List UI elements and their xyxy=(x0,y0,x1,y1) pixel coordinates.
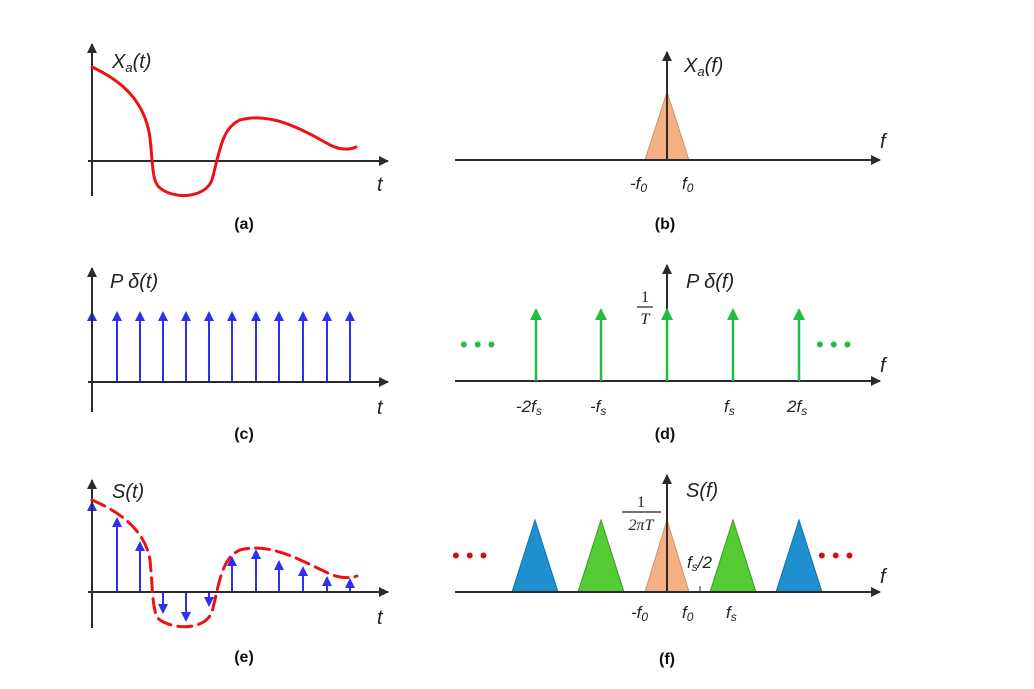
panel-a-y-label: Xa(t) xyxy=(111,51,151,75)
panel-d-caption: (d) xyxy=(655,426,675,443)
panel-d-y-label: P δ(f) xyxy=(686,271,734,293)
panel-b-y-label: Xa(f) xyxy=(683,55,723,79)
panel-e-envelope-curve xyxy=(90,498,359,629)
panel-f-amplitude-fraction: 1 2πT xyxy=(622,494,661,534)
panel-d-tick-label: 2fs xyxy=(786,397,807,418)
panel-e-x-label: t xyxy=(377,607,384,629)
panel-f-tick-neg-f0: -f0 xyxy=(631,603,648,624)
panel-f-dots-left: • • • xyxy=(452,543,487,568)
panel-b-caption: (b) xyxy=(655,216,675,233)
panel-d-tick-label: fs xyxy=(724,397,735,418)
panel-f: • • • • • • 1 2πT S(f) f fs/2 -f0 f0 fs … xyxy=(452,474,888,668)
panel-f-replica-blue-left xyxy=(511,518,559,593)
panel-d-dots-left: • • • xyxy=(460,332,495,357)
panel-a-x-label: t xyxy=(377,174,384,196)
panel-e-caption: (e) xyxy=(234,649,254,666)
panel-f-tick-pos-f0: f0 xyxy=(682,603,694,624)
panel-b-tick-neg-f0: -f0 xyxy=(630,174,647,195)
panel-f-caption: (f) xyxy=(659,651,675,668)
svg-text:2πT: 2πT xyxy=(629,517,655,534)
panel-f-replica-green-right xyxy=(709,518,757,593)
panel-a-caption: (a) xyxy=(234,216,254,233)
panel-f-dots-right: • • • xyxy=(818,543,853,568)
panel-b-x-label: f xyxy=(880,131,888,153)
panel-d-x-label: f xyxy=(880,355,888,377)
panel-c-y-label: P δ(t) xyxy=(110,271,158,293)
panel-f-half-fs-label: fs/2 xyxy=(687,553,712,574)
panel-c-impulse-train xyxy=(87,311,355,382)
panel-e-sampled-impulses xyxy=(87,501,355,622)
panel-f-replica-blue-right xyxy=(775,518,823,593)
panel-e-y-label: S(t) xyxy=(112,481,144,503)
svg-text:1: 1 xyxy=(641,289,649,306)
panel-e: S(t) t (e) xyxy=(87,479,389,666)
panel-d-comb-impulses xyxy=(530,308,805,381)
panel-d-dots-right: • • • xyxy=(816,332,851,357)
panel-d-tick-labels: -2fs -fs fs 2fs xyxy=(516,397,807,418)
panel-a-signal-curve xyxy=(90,65,358,198)
panel-f-tick-fs: fs xyxy=(726,603,737,624)
svg-text:1: 1 xyxy=(637,494,645,511)
panel-d-tick-label: -fs xyxy=(590,397,606,418)
panel-f-replica-green-left xyxy=(577,518,625,593)
panel-d-amplitude-fraction: 1 T xyxy=(637,289,653,328)
panel-f-x-label: f xyxy=(880,566,888,588)
panel-c-x-label: t xyxy=(377,397,384,419)
panel-d-tick-label: -2fs xyxy=(516,397,542,418)
panel-b-tick-pos-f0: f0 xyxy=(682,174,694,195)
panel-f-y-label: S(f) xyxy=(686,480,718,502)
panel-d: • • • • • • 1 T P δ(f) f -2fs -fs fs 2fs (d… xyxy=(455,264,888,443)
panel-c: P δ(t) t (c) xyxy=(87,267,389,443)
panel-c-caption: (c) xyxy=(234,426,254,443)
panel-a: Xa(t) t (a) xyxy=(87,43,389,233)
panel-b: Xa(f) f -f0 f0 (b) xyxy=(455,51,888,233)
svg-text:T: T xyxy=(641,311,651,328)
